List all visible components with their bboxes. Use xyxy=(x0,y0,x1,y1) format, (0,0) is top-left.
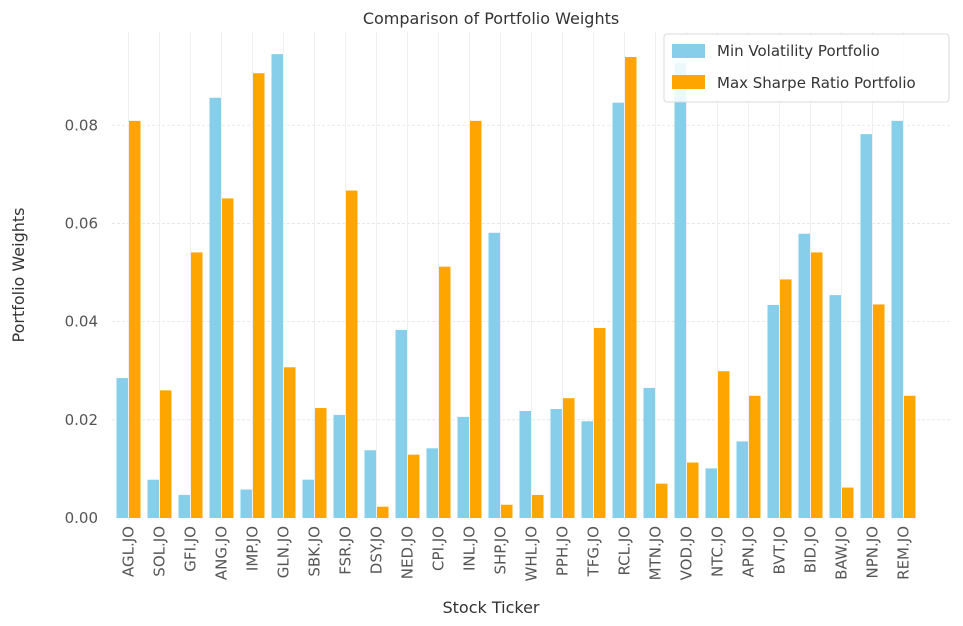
bar-min-volatility-bvt-jo xyxy=(767,304,779,518)
bar-max-sharpe-vod-jo xyxy=(687,462,699,518)
bar-min-volatility-bid-jo xyxy=(798,233,810,518)
x-tick-label: BVT.JO xyxy=(771,526,789,574)
bar-min-volatility-agl-jo xyxy=(116,378,128,518)
x-axis-label: Stock Ticker xyxy=(442,598,539,617)
bar-max-sharpe-gfi-jo xyxy=(191,252,203,518)
chart-title: Comparison of Portfolio Weights xyxy=(363,9,619,28)
bar-max-sharpe-agl-jo xyxy=(129,120,141,518)
bar-min-volatility-fsr-jo xyxy=(333,414,345,518)
x-tick-label: AGL.JO xyxy=(120,526,138,577)
bar-max-sharpe-dsy-jo xyxy=(377,506,389,518)
bar-min-volatility-gln-jo xyxy=(271,54,283,518)
bar-max-sharpe-baw-jo xyxy=(842,487,854,518)
x-tick-label: IMP.JO xyxy=(244,526,262,571)
bar-min-volatility-sol-jo xyxy=(147,479,159,518)
bar-max-sharpe-inl-jo xyxy=(470,120,482,518)
y-tick-label: 0.06 xyxy=(65,214,98,232)
bar-min-volatility-ntc-jo xyxy=(705,468,717,518)
x-tick-label: SBK.JO xyxy=(306,526,324,577)
bar-min-volatility-apn-jo xyxy=(736,441,748,518)
y-axis-label: Portfolio Weights xyxy=(9,208,28,343)
bar-max-sharpe-bvt-jo xyxy=(780,279,792,518)
x-tick-label: SOL.JO xyxy=(151,526,169,577)
x-tick-label: NTC.JO xyxy=(709,526,727,577)
bar-min-volatility-baw-jo xyxy=(829,295,841,518)
bar-min-volatility-mtn-jo xyxy=(643,387,655,518)
x-tick-label: NED.JO xyxy=(399,526,417,579)
bar-min-volatility-gfi-jo xyxy=(178,494,190,518)
bar-max-sharpe-npn-jo xyxy=(873,304,885,518)
bar-max-sharpe-rcl-jo xyxy=(625,57,637,518)
bar-min-volatility-sbk-jo xyxy=(302,479,314,518)
grid-lines xyxy=(112,32,950,518)
bar-min-volatility-ned-jo xyxy=(395,329,407,518)
x-tick-label: DSY.JO xyxy=(368,526,386,574)
bar-min-volatility-npn-jo xyxy=(860,134,872,519)
x-tick-label: ANG.JO xyxy=(213,526,231,580)
y-axis-ticks: 0.00 0.02 0.04 0.06 0.08 xyxy=(65,116,98,527)
bar-min-volatility-rem-jo xyxy=(891,120,903,518)
bar-max-sharpe-ned-jo xyxy=(408,454,420,518)
bars-group xyxy=(116,54,916,519)
bar-min-volatility-rcl-jo xyxy=(612,102,624,518)
x-tick-label: VOD.JO xyxy=(678,526,696,580)
y-tick-label: 0.08 xyxy=(65,116,98,134)
x-tick-label: FSR.JO xyxy=(337,526,355,575)
bar-max-sharpe-mtn-jo xyxy=(656,483,668,518)
y-tick-label: 0.02 xyxy=(65,411,98,429)
bar-max-sharpe-ang-jo xyxy=(222,198,234,518)
x-tick-label: WHL.JO xyxy=(523,526,541,581)
bar-max-sharpe-pph-jo xyxy=(563,398,575,518)
x-tick-label: BAW.JO xyxy=(833,526,851,580)
x-tick-label: TFG.JO xyxy=(585,526,603,577)
bar-min-volatility-cpi-jo xyxy=(426,448,438,518)
bar-max-sharpe-sbk-jo xyxy=(315,408,327,518)
bar-max-sharpe-whl-jo xyxy=(532,494,544,518)
x-tick-label: SHP.JO xyxy=(492,526,510,575)
x-tick-label: NPN.JO xyxy=(864,526,882,579)
x-tick-label: APN.JO xyxy=(740,526,758,578)
bar-min-volatility-vod-jo xyxy=(674,62,686,518)
x-tick-label: MTN.JO xyxy=(647,526,665,580)
legend-label-max-sharpe: Max Sharpe Ratio Portfolio xyxy=(717,74,916,92)
bar-max-sharpe-tfg-jo xyxy=(594,328,606,518)
x-tick-label: RCL.JO xyxy=(616,526,634,576)
x-tick-label: GFI.JO xyxy=(182,526,200,572)
bar-max-sharpe-bid-jo xyxy=(811,252,823,518)
x-tick-label: PPH.JO xyxy=(554,526,572,576)
x-tick-label: BID.JO xyxy=(802,526,820,573)
bar-max-sharpe-rem-jo xyxy=(904,395,916,518)
legend-label-min-volatility: Min Volatility Portfolio xyxy=(717,42,880,60)
bar-max-sharpe-sol-jo xyxy=(160,390,172,518)
bar-max-sharpe-imp-jo xyxy=(253,73,265,519)
legend-swatch-max-sharpe xyxy=(672,75,705,89)
legend-box xyxy=(663,33,950,103)
bar-min-volatility-dsy-jo xyxy=(364,450,376,518)
bar-min-volatility-imp-jo xyxy=(240,489,252,518)
x-tick-label: INL.JO xyxy=(461,526,479,571)
legend-swatch-min-volatility xyxy=(672,44,705,58)
x-tick-label: GLN.JO xyxy=(275,526,293,578)
x-axis-ticks: AGL.JO SOL.JO GFI.JO ANG.JO IMP.JO GLN.JO SBK.… xyxy=(120,526,913,581)
x-tick-label: CPI.JO xyxy=(430,526,448,571)
bar-min-volatility-shp-jo xyxy=(488,232,500,519)
legend: Min Volatility Portfolio Max Sharpe Rati… xyxy=(663,33,950,103)
y-tick-label: 0.00 xyxy=(65,509,98,527)
x-tick-label: REM.JO xyxy=(895,526,913,580)
bar-max-sharpe-gln-jo xyxy=(284,367,296,518)
bar-max-sharpe-apn-jo xyxy=(749,395,761,518)
bar-max-sharpe-cpi-jo xyxy=(439,266,451,518)
y-tick-label: 0.04 xyxy=(65,313,98,331)
bar-min-volatility-whl-jo xyxy=(519,410,531,518)
bar-min-volatility-ang-jo xyxy=(209,97,221,519)
bar-min-volatility-tfg-jo xyxy=(581,421,593,518)
bar-max-sharpe-shp-jo xyxy=(501,504,513,518)
bar-min-volatility-pph-jo xyxy=(550,409,562,518)
bar-min-volatility-inl-jo xyxy=(457,416,469,518)
bar-max-sharpe-ntc-jo xyxy=(718,371,730,518)
bar-max-sharpe-fsr-jo xyxy=(346,190,358,518)
